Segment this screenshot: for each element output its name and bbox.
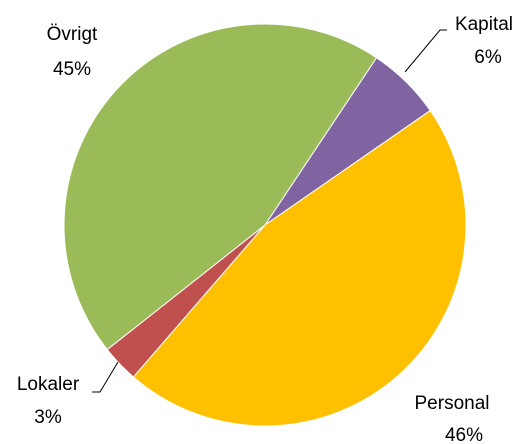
slice-value-label: 46% — [445, 425, 483, 444]
slice-label: Lokaler — [17, 374, 80, 395]
pie-slice — [63, 23, 378, 351]
slice-value-label: 45% — [53, 59, 91, 80]
slice-value-label: 6% — [474, 47, 502, 68]
leader-line — [92, 361, 119, 393]
slice-label: Övrigt — [47, 24, 98, 45]
slice-value-label: 3% — [34, 407, 62, 428]
slice-label: Kapital — [455, 14, 513, 35]
slice-label: Personal — [415, 393, 490, 414]
leader-line — [404, 29, 447, 73]
pie-slice — [132, 109, 467, 427]
